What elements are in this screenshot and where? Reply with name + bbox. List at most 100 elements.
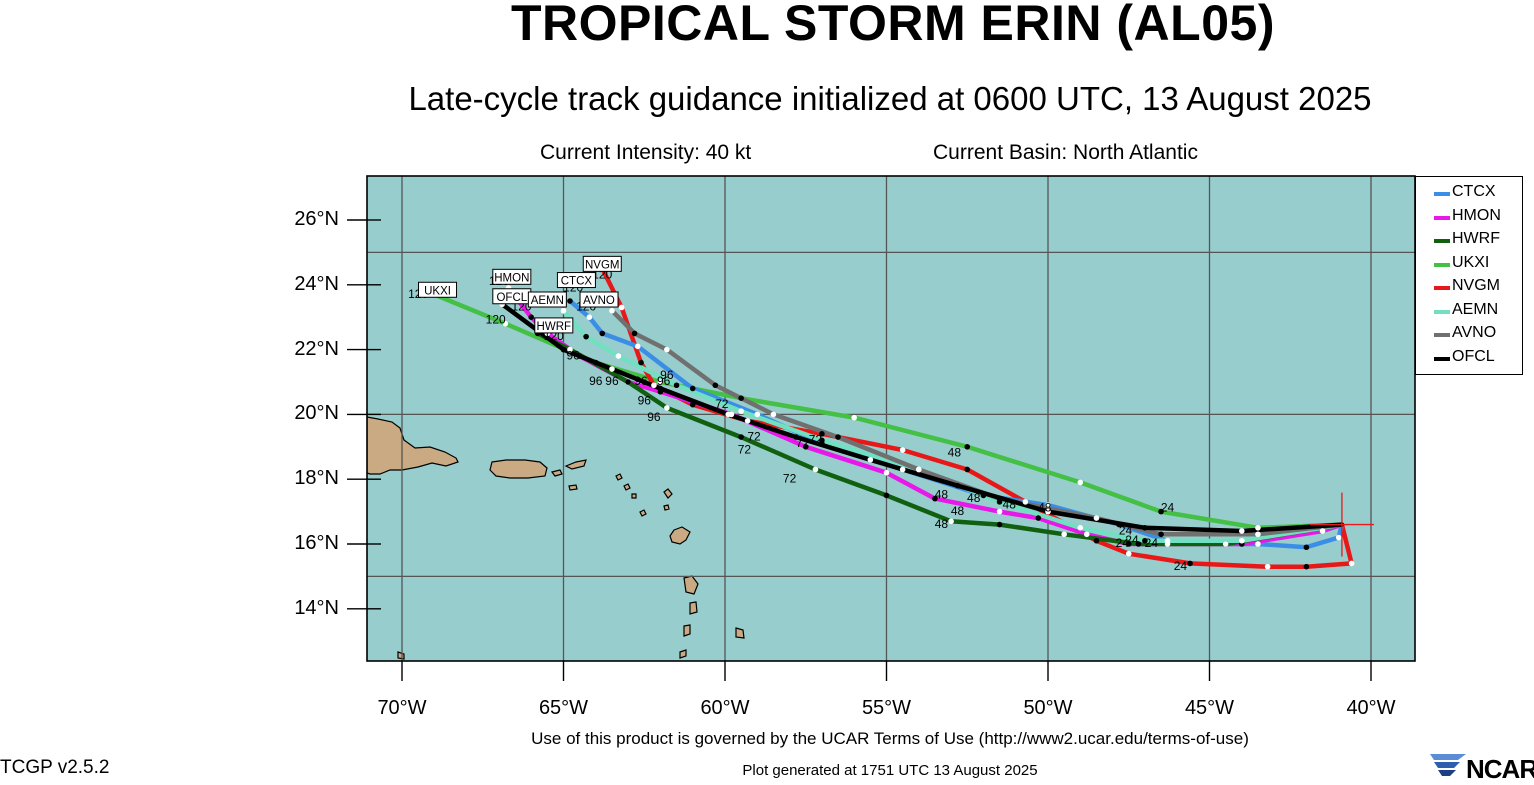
lon-label: 40°W	[1346, 697, 1396, 719]
forecast-point-ukxi	[593, 359, 599, 366]
lon-label: 55°W	[861, 697, 912, 719]
forecast-point-hmon	[576, 353, 583, 359]
forecast-point-avno	[916, 466, 922, 473]
model-legend: CTCX HMON HWRF UKXI NVGM AEMN AVNO OFCL	[1415, 176, 1523, 375]
forecast-point-ofcl	[1142, 525, 1148, 531]
forecast-point-nvgm	[1303, 563, 1310, 570]
forecast-hour-label: 24	[1145, 536, 1159, 550]
forecast-point-hwrf	[812, 466, 819, 473]
forecast-point-nvgm	[819, 431, 825, 437]
forecast-point-ukxi	[738, 395, 744, 402]
svg-text:NVGM: NVGM	[585, 259, 620, 271]
lat-label: 14°N	[294, 596, 339, 619]
forecast-point-aemn	[819, 437, 825, 444]
forecast-point-nvgm	[651, 382, 657, 389]
forecast-point-ctcx	[1303, 544, 1310, 551]
forecast-point-ukxi	[1077, 479, 1084, 486]
legend-swatch	[1434, 333, 1450, 337]
forecast-hour-label: 48	[935, 488, 949, 502]
land-mass	[689, 601, 698, 615]
forecast-hour-label: 48	[1038, 501, 1052, 515]
forecast-point-ofcl	[657, 385, 664, 392]
forecast-point-hwrf	[1135, 541, 1142, 547]
forecast-hour-label: 72	[796, 436, 810, 450]
land-mass	[683, 624, 691, 637]
forecast-hour-label: 96	[589, 374, 603, 388]
forecast-point-nvgm	[964, 466, 971, 473]
forecast-point-hmon	[1125, 541, 1132, 547]
forecast-hour-label: 72	[809, 433, 823, 447]
svg-text:UKXI: UKXI	[424, 285, 451, 297]
legend-label: AVNO	[1452, 324, 1497, 341]
forecast-point-hwrf	[996, 521, 1003, 528]
land-mass	[639, 509, 647, 517]
forecast-point-hmon	[1164, 541, 1171, 547]
legend-swatch	[1434, 309, 1450, 314]
forecast-point-hwrf	[664, 405, 670, 411]
forecast-point-ukxi	[964, 444, 971, 450]
forecast-point-avno	[609, 307, 615, 314]
forecast-point-avno	[712, 382, 719, 389]
forecast-point-nvgm	[618, 304, 625, 311]
forecast-point-hwrf	[948, 518, 954, 525]
land-mass	[550, 469, 563, 477]
land-mass	[663, 504, 670, 511]
svg-text:HMON: HMON	[494, 272, 529, 284]
lon-label: 70°W	[377, 697, 427, 719]
forecast-point-hmon	[883, 469, 890, 476]
forecast-hour-label: 24	[1125, 533, 1139, 547]
forecast-point-ofcl	[560, 346, 567, 353]
legend-label: CTCX	[1452, 183, 1496, 200]
land-mass	[367, 416, 459, 475]
ocean-background	[367, 176, 1415, 661]
forecast-point-aemn	[583, 333, 589, 340]
forecast-point-ofcl	[954, 482, 961, 489]
forecast-point-hmon	[1319, 528, 1326, 534]
forecast-point-ctcx	[1255, 541, 1261, 547]
forecast-hour-label: 24	[1119, 523, 1133, 537]
forecast-point-ctcx	[980, 492, 987, 499]
forecast-hour-label: 96	[567, 348, 581, 362]
forecast-hour-label: 96	[660, 368, 674, 382]
forecast-point-hwrf	[1061, 531, 1067, 538]
forecast-point-avno	[1158, 531, 1164, 538]
forecast-point-nvgm	[1125, 550, 1132, 557]
forecast-point-ctcx	[599, 330, 606, 337]
forecast-point-avno	[1093, 515, 1100, 521]
forecast-point-nvgm	[1264, 563, 1271, 570]
forecast-point-nvgm	[899, 447, 906, 453]
legend-swatch	[1434, 215, 1450, 220]
land-mass	[568, 484, 578, 491]
legend-label: UKXI	[1452, 253, 1490, 271]
model-name-box: NVGM	[582, 255, 622, 272]
forecast-point-ctcx	[689, 385, 696, 392]
forecast-point-hwrf	[1222, 541, 1229, 547]
forecast-point-ctcx	[567, 298, 573, 304]
track-avno	[609, 308, 1345, 537]
forecast-point-hmon	[1083, 531, 1090, 538]
forecast-point-aemn	[673, 382, 680, 389]
lat-label: 22°N	[294, 337, 339, 360]
forecast-point-hmon	[932, 495, 938, 502]
forecast-point-avno	[996, 495, 1003, 502]
svg-text:CTCX: CTCX	[561, 276, 593, 288]
forecast-point-hmon	[802, 444, 809, 450]
forecast-point-ctcx	[1045, 502, 1051, 508]
model-name-box: AVNO	[579, 291, 619, 308]
forecast-point-ctcx	[634, 343, 641, 350]
ncar-logo-icon	[1430, 754, 1466, 776]
forecast-hour-label: 24	[1161, 501, 1175, 515]
svg-text:HWRF: HWRF	[537, 321, 572, 333]
forecast-point-ctcx	[586, 314, 593, 321]
forecast-point-nvgm	[1348, 560, 1355, 567]
forecast-hour-label: 24	[1174, 559, 1188, 573]
forecast-point-nvgm	[689, 401, 696, 408]
forecast-point-aemn	[1142, 537, 1148, 544]
forecast-point-nvgm	[638, 359, 644, 366]
land-mass	[669, 526, 691, 545]
forecast-point-ctcx	[1116, 521, 1122, 528]
lon-label: 45°W	[1184, 697, 1235, 719]
forecast-point-ofcl	[1045, 508, 1051, 515]
chart-subtitle: Late-cycle track guidance initialized at…	[408, 80, 1372, 117]
